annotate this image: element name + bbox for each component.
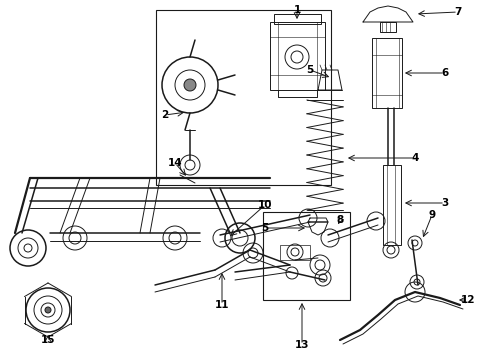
Text: 11: 11 (215, 300, 229, 310)
Text: 4: 4 (411, 153, 418, 163)
Bar (380, 22, 396, 32)
Text: 3: 3 (441, 198, 449, 208)
Text: 14: 14 (168, 158, 182, 168)
Text: 2: 2 (161, 110, 169, 120)
Bar (383, 165, 401, 245)
Bar (274, 14, 321, 24)
Bar (270, 22, 325, 90)
Circle shape (184, 79, 196, 91)
Text: 9: 9 (428, 210, 436, 220)
Text: 5: 5 (261, 223, 269, 233)
Circle shape (45, 307, 51, 313)
Text: 6: 6 (441, 68, 449, 78)
Text: 8: 8 (336, 215, 343, 225)
Text: 5: 5 (306, 65, 314, 75)
Bar (263, 212, 350, 300)
Bar (372, 38, 402, 108)
Text: 10: 10 (258, 200, 272, 210)
Text: 13: 13 (295, 340, 309, 350)
Text: 1: 1 (294, 5, 301, 15)
Bar (156, 10, 331, 185)
Text: 7: 7 (454, 7, 462, 17)
Text: 15: 15 (41, 335, 55, 345)
Bar (280, 245, 310, 260)
Text: 12: 12 (461, 295, 475, 305)
